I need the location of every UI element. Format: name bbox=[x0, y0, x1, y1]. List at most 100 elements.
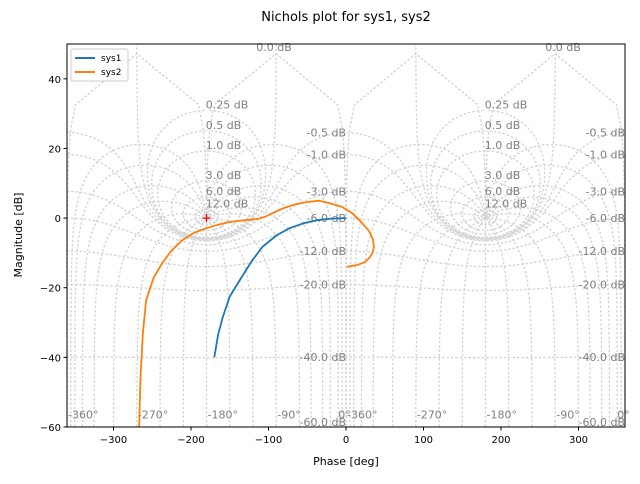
phase-grid-label: -360° bbox=[347, 408, 377, 421]
series-group bbox=[138, 199, 375, 427]
n-contour bbox=[484, 217, 556, 427]
phase-grid-label: 0° bbox=[338, 408, 351, 421]
n-contour bbox=[391, 213, 487, 427]
magnitude-grid-label: -1.0 dB bbox=[586, 148, 626, 161]
n-contour bbox=[81, 184, 208, 427]
chart-title: Nichols plot for sys1, sys2 bbox=[261, 10, 431, 25]
y-tick-label: 20 bbox=[48, 144, 61, 155]
magnitude-grid-label: 1.0 dB bbox=[485, 139, 521, 152]
magnitude-grid-label: 12.0 dB bbox=[206, 197, 249, 210]
phase-grid-label: -90° bbox=[556, 408, 579, 421]
m-contour bbox=[449, 180, 522, 235]
magnitude-grid-label: 0.5 dB bbox=[206, 119, 242, 132]
n-contour bbox=[484, 184, 611, 427]
phase-grid-label: -180° bbox=[487, 408, 517, 421]
n-contour bbox=[205, 217, 254, 427]
magnitude-grid-label: -60.0 dB bbox=[300, 416, 347, 429]
magnitude-grid-label: -12.0 dB bbox=[579, 245, 626, 258]
x-tick-label: 100 bbox=[414, 435, 433, 446]
n-contour bbox=[484, 143, 622, 427]
m-contour bbox=[473, 208, 498, 226]
x-axis-label: Phase [deg] bbox=[313, 455, 379, 468]
m-contour bbox=[151, 130, 262, 239]
n-contour bbox=[205, 206, 312, 427]
n-contour bbox=[205, 52, 347, 427]
n-contour bbox=[372, 200, 487, 427]
y-tick-label: 40 bbox=[48, 75, 61, 86]
magnitude-grid-label: -40.0 dB bbox=[300, 351, 347, 364]
m-contour bbox=[67, 250, 347, 268]
x-tick-label: −100 bbox=[255, 435, 282, 446]
n-contour bbox=[438, 217, 487, 427]
magnitude-grid-label: -20.0 dB bbox=[300, 279, 347, 292]
magnitude-grid-label: 6.0 dB bbox=[485, 185, 521, 198]
magnitude-grid-label: 1.0 dB bbox=[206, 139, 242, 152]
legend-label-sys2: sys2 bbox=[101, 68, 121, 78]
series-line-sys1 bbox=[213, 217, 347, 358]
magnitude-grid-label: -3.0 dB bbox=[586, 185, 626, 198]
x-tick-label: 200 bbox=[491, 435, 510, 446]
magnitude-grid-label: -20.0 dB bbox=[579, 279, 626, 292]
magnitude-grid-label: -6.0 dB bbox=[586, 212, 626, 225]
n-contour bbox=[182, 217, 208, 427]
n-contour bbox=[484, 206, 591, 427]
y-axis-label: Magnitude [dB] bbox=[12, 193, 25, 278]
n-contour bbox=[74, 164, 208, 427]
magnitude-grid-label: -3.0 dB bbox=[307, 185, 347, 198]
nichols-grid bbox=[67, 44, 625, 427]
y-tick-label: −20 bbox=[40, 284, 61, 295]
magnitude-grid-label: 12.0 dB bbox=[485, 197, 528, 210]
legend-label-sys1: sys1 bbox=[101, 54, 121, 64]
magnitude-grid-label: -60.0 dB bbox=[579, 416, 626, 429]
phase-grid-label: 0° bbox=[617, 408, 630, 421]
m-contour bbox=[170, 180, 243, 235]
phase-grid-label: -90° bbox=[277, 408, 300, 421]
m-contour bbox=[345, 250, 625, 268]
n-contour bbox=[93, 200, 208, 427]
magnitude-grid-label: 0.0 dB bbox=[256, 41, 292, 54]
magnitude-grid-label: 0.25 dB bbox=[206, 98, 249, 111]
m-contour bbox=[345, 283, 625, 292]
n-contour bbox=[205, 217, 231, 427]
magnitude-grid-label: 0.25 dB bbox=[485, 98, 528, 111]
y-tick-label: −40 bbox=[40, 353, 61, 364]
magnitude-grid-label: 3.0 dB bbox=[485, 169, 521, 182]
magnitude-grid-label: -0.5 dB bbox=[307, 127, 347, 140]
phase-grid-label: -270° bbox=[417, 408, 447, 421]
x-tick-label: 0 bbox=[343, 435, 349, 446]
grid-labels: -60.0 dB -60.0 dB -40.0 dB -40.0 dB -20.0 dB… bbox=[68, 41, 630, 429]
y-tick-label: 0 bbox=[55, 214, 61, 225]
m-contour bbox=[67, 283, 347, 292]
series-line-sys2 bbox=[138, 199, 375, 427]
magnitude-grid-label: 0.5 dB bbox=[485, 119, 521, 132]
magnitude-grid-label: -1.0 dB bbox=[307, 148, 347, 161]
x-tick-label: 300 bbox=[569, 435, 588, 446]
magnitude-grid-label: -40.0 dB bbox=[579, 351, 626, 364]
phase-grid-label: -270° bbox=[138, 408, 168, 421]
magnitude-grid-label: 0.0 dB bbox=[545, 41, 581, 54]
n-contour bbox=[136, 217, 208, 427]
critical-point-marker bbox=[202, 214, 211, 223]
n-contour bbox=[353, 164, 487, 427]
n-contour bbox=[461, 217, 487, 427]
m-contour bbox=[430, 130, 541, 239]
n-contour bbox=[112, 213, 208, 427]
n-contour bbox=[349, 143, 487, 427]
n-contour bbox=[415, 217, 487, 427]
n-contour bbox=[360, 184, 487, 427]
magnitude-grid-label: -12.0 dB bbox=[300, 245, 347, 258]
m-contour bbox=[194, 208, 219, 226]
n-contour bbox=[484, 217, 510, 427]
n-contour bbox=[484, 213, 580, 427]
n-contour bbox=[205, 143, 343, 427]
magnitude-grid-label: 3.0 dB bbox=[206, 169, 242, 182]
magnitude-grid-label: -0.5 dB bbox=[586, 127, 626, 140]
x-tick-label: −300 bbox=[100, 435, 127, 446]
phase-grid-label: -360° bbox=[68, 408, 98, 421]
phase-grid-label: -180° bbox=[208, 408, 238, 421]
n-contour bbox=[205, 213, 301, 427]
legend: sys1 sys2 bbox=[70, 48, 129, 82]
magnitude-grid-label: 6.0 dB bbox=[206, 185, 242, 198]
